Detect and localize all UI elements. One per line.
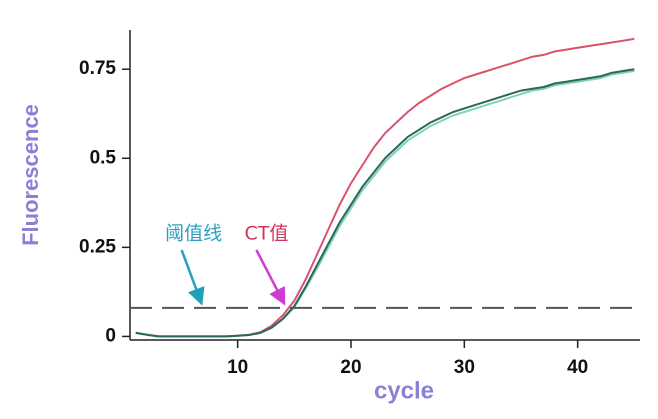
y-tick-label: 0 bbox=[105, 325, 116, 346]
x-tick-label: 20 bbox=[340, 357, 361, 378]
series-line bbox=[135, 70, 635, 338]
annotation-arrow bbox=[180, 249, 205, 306]
x-tick-label: 40 bbox=[567, 357, 588, 378]
annotation-text: CT值 bbox=[244, 223, 288, 245]
y-tick-label: 0.75 bbox=[79, 58, 116, 79]
annotation-arrow bbox=[255, 249, 286, 306]
annotation-text: 阈值线 bbox=[165, 223, 222, 245]
series-line bbox=[135, 68, 635, 338]
x-axis-label: cycle bbox=[374, 377, 434, 404]
x-tick-label: 30 bbox=[454, 357, 475, 378]
y-tick-label: 0.5 bbox=[90, 147, 117, 168]
y-axis-label: Fluorescence bbox=[18, 104, 43, 246]
y-tick-label: 0.25 bbox=[79, 236, 116, 257]
x-tick-label: 10 bbox=[227, 357, 248, 378]
